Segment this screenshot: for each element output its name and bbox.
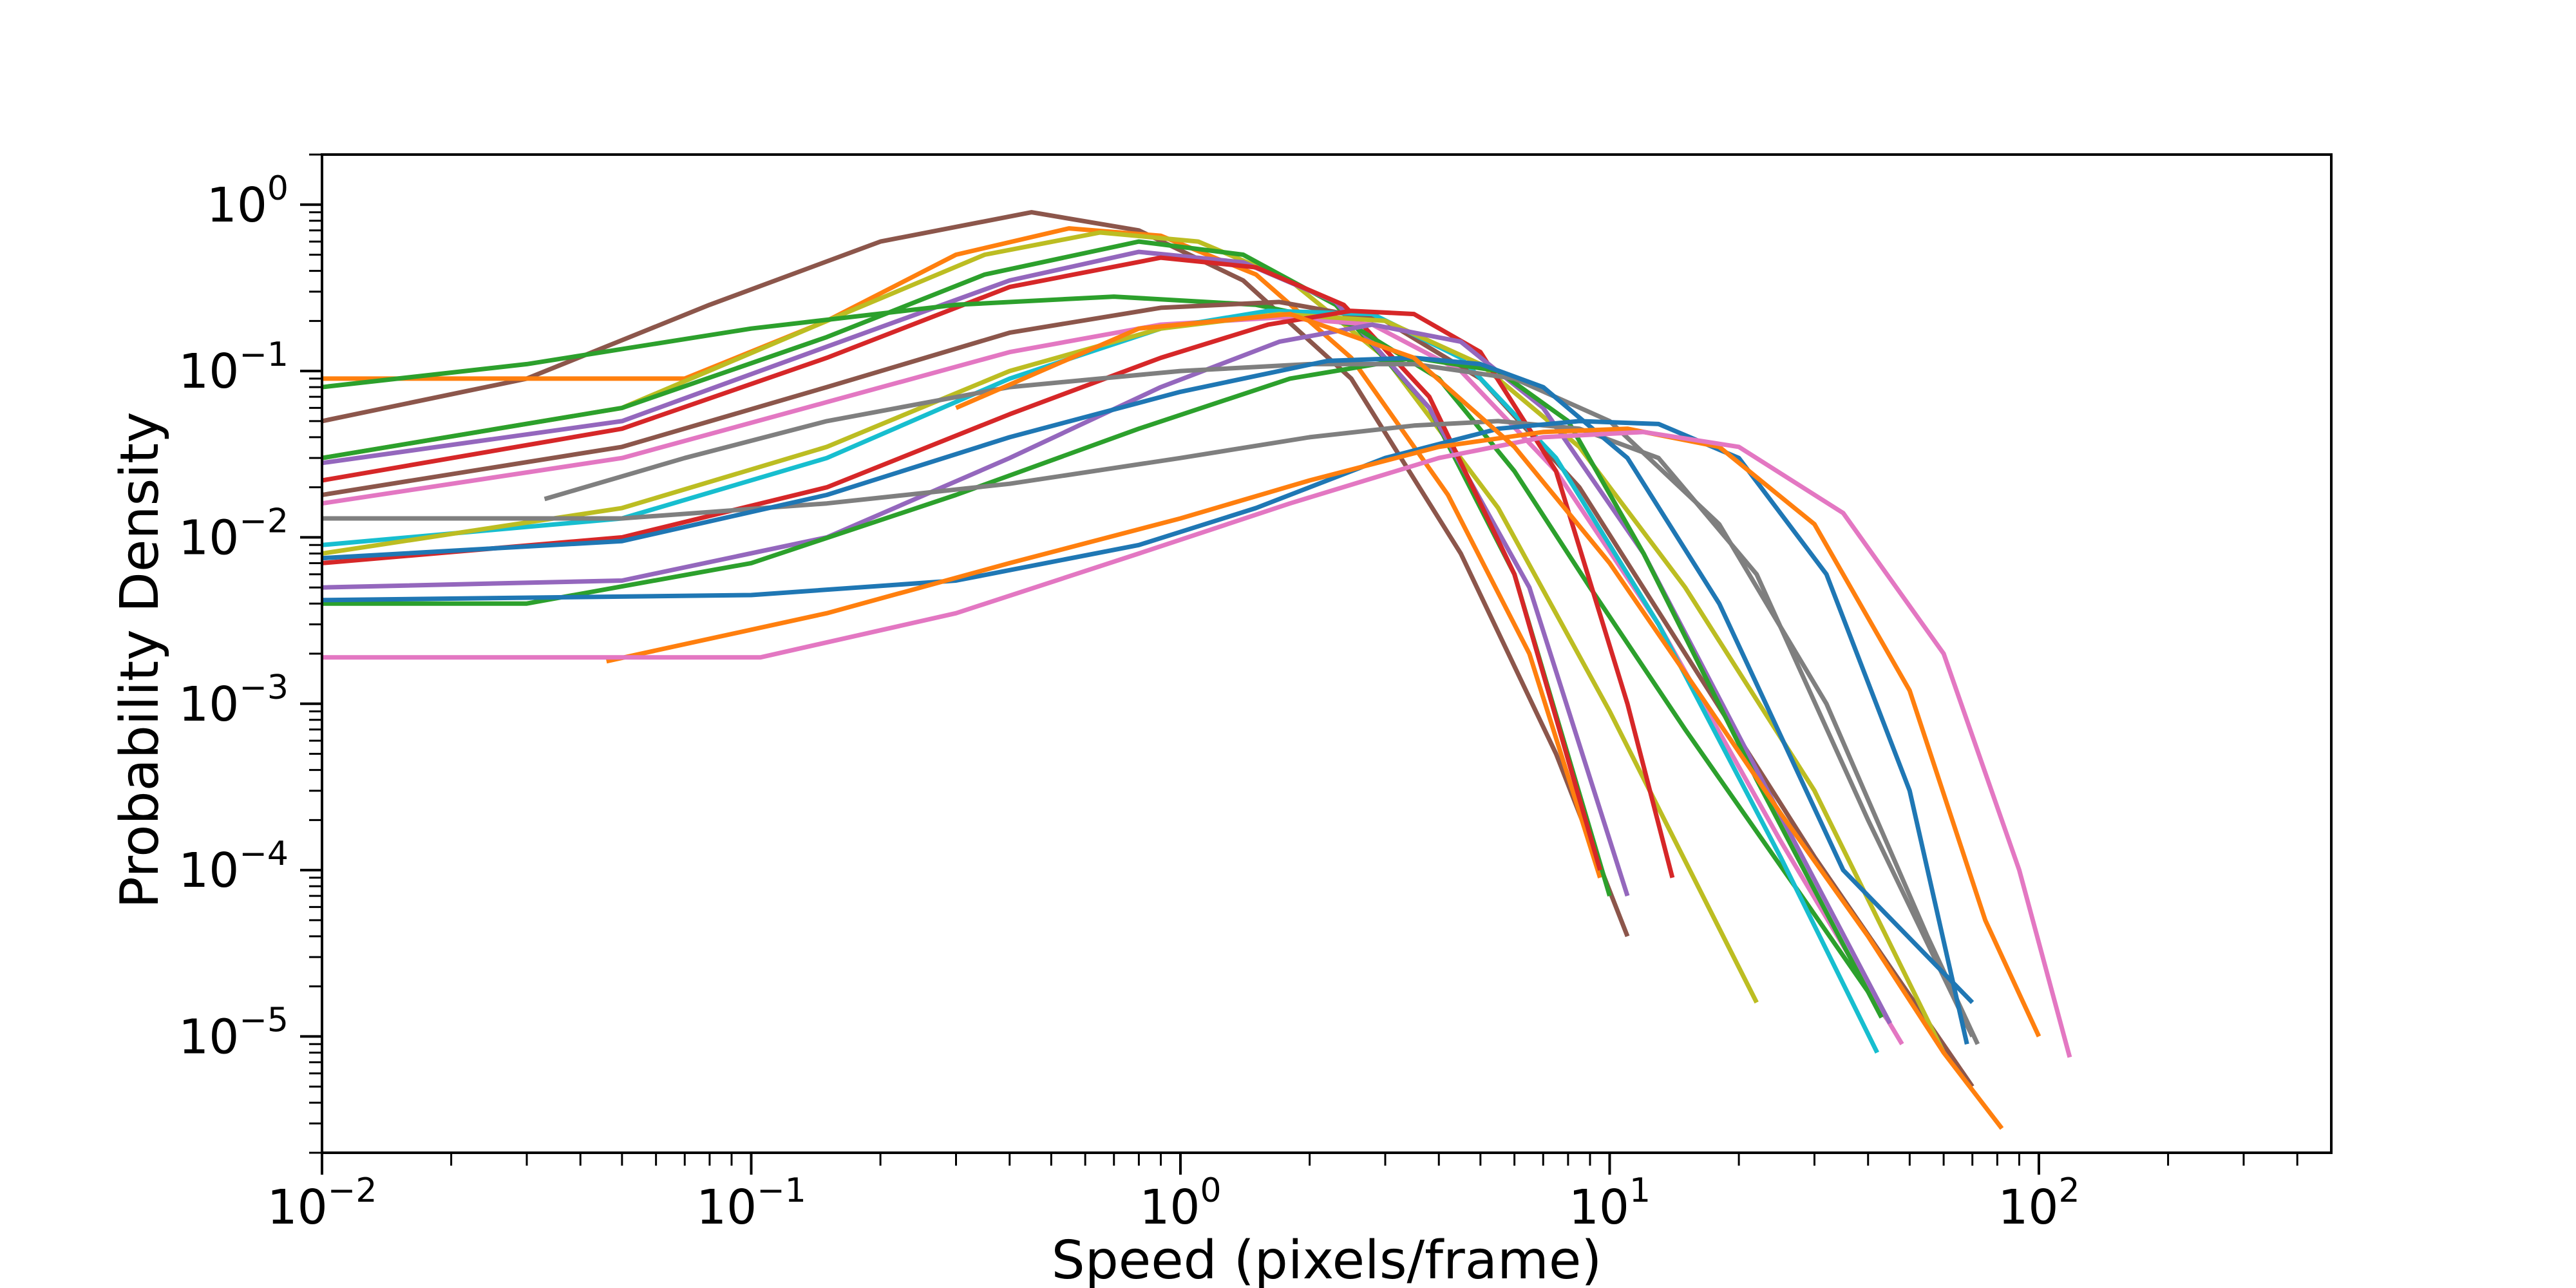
- y-axis-title: Probability Density: [109, 412, 171, 908]
- y-tick-label-3: 10−2: [178, 502, 289, 565]
- series-layer: [322, 210, 2072, 1130]
- x-axis-title: Speed (pixels/frame): [1052, 1230, 1602, 1288]
- series-line-1: [322, 210, 1630, 938]
- y-tick-label-6: 10−5: [178, 1001, 289, 1065]
- series-line-3: [322, 230, 1759, 1004]
- y-tick-label-4: 10−3: [178, 668, 289, 732]
- series-line-14: [322, 355, 1884, 1019]
- series-line-4: [322, 239, 1612, 897]
- series-line-20: [322, 430, 2072, 1058]
- series-line-11: [322, 312, 1946, 1054]
- y-tick-label-5: 10−4: [178, 835, 289, 898]
- series-line-6: [322, 255, 1602, 871]
- x-tick-label-5: 102: [1998, 1171, 2079, 1235]
- series-line-19: [605, 426, 2041, 1037]
- series-line-18: [322, 419, 1969, 1045]
- axes-layer: 10−2 10−1 100 101 102 100 10−1 10−2 10−3 10−4 10−5: [178, 153, 2333, 1235]
- x-tick-label-2: 10−1: [696, 1171, 806, 1235]
- y-tick-label-2: 10−1: [178, 336, 289, 399]
- x-tick-label-1: 10−2: [267, 1171, 377, 1235]
- series-line-16: [544, 361, 1980, 1045]
- series-line-21: [955, 312, 2004, 1130]
- series-line-15: [322, 419, 1975, 1037]
- x-tick-label-4: 101: [1569, 1171, 1651, 1235]
- x-tick-label-3: 100: [1139, 1171, 1221, 1235]
- y-tick-label-1: 100: [207, 169, 289, 233]
